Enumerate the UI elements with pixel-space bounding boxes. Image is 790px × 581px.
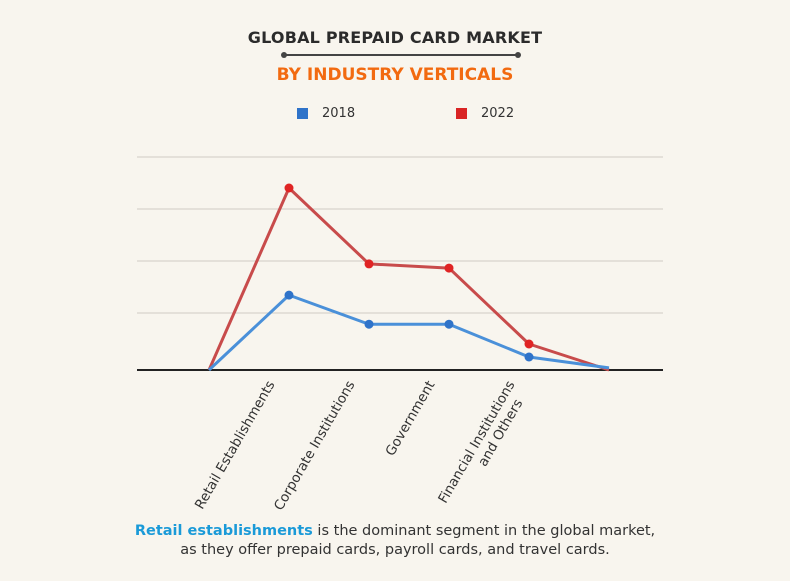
caption-line1: is the dominant segment in the global ma… bbox=[312, 523, 656, 539]
data-point-2022 bbox=[284, 183, 294, 193]
title-divider bbox=[281, 52, 521, 58]
caption-line2: as they offer prepaid cards, payroll car… bbox=[180, 542, 610, 558]
legend-swatch-2022 bbox=[456, 108, 467, 119]
data-point-2018 bbox=[444, 319, 454, 329]
caption: Retail establishments is the dominant se… bbox=[0, 522, 790, 560]
legend-2018: 2018 bbox=[297, 106, 355, 121]
data-point-2018 bbox=[284, 290, 294, 300]
series-line-2018 bbox=[207, 293, 610, 372]
data-point-2022 bbox=[524, 339, 534, 349]
x-tick-label: Financial Institutionsand Others bbox=[435, 378, 532, 514]
data-point-2018 bbox=[364, 319, 374, 329]
chart-subtitle: BY INDUSTRY VERTICALS bbox=[276, 65, 514, 85]
legend-2022: 2022 bbox=[456, 106, 514, 121]
series-line-2022 bbox=[207, 186, 610, 372]
chart-title: GLOBAL PREPAID CARD MARKET bbox=[247, 28, 543, 47]
x-tick-label: Government bbox=[383, 378, 439, 459]
data-point-2022 bbox=[364, 259, 374, 269]
legend-label: 2018 bbox=[322, 106, 356, 121]
caption-highlight: Retail establishments bbox=[134, 523, 313, 539]
legend-swatch-2018 bbox=[297, 108, 308, 119]
x-tick-label: Retail Establishments bbox=[192, 378, 279, 512]
data-point-2022 bbox=[444, 263, 454, 273]
data-point-2018 bbox=[524, 352, 534, 362]
x-tick-label: Corporate Institutions bbox=[271, 378, 358, 513]
legend-label: 2022 bbox=[481, 106, 515, 121]
